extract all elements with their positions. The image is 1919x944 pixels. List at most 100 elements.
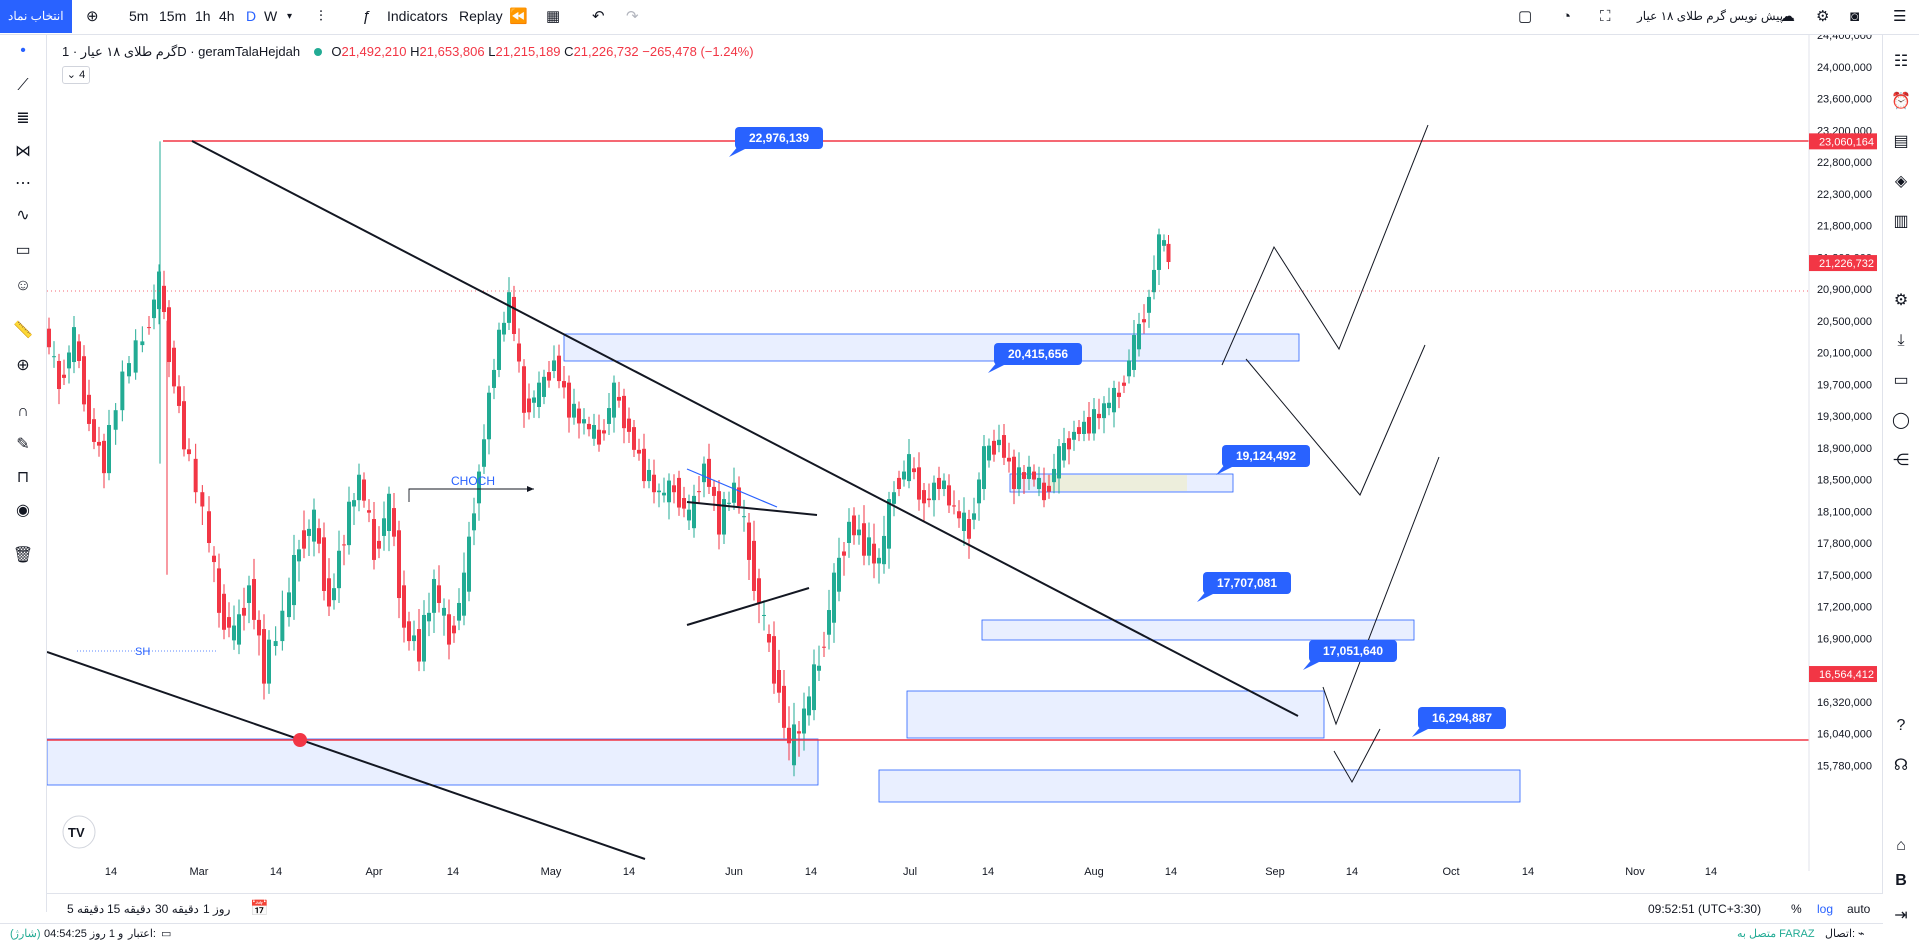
candle-body (602, 430, 606, 434)
candle-body (827, 610, 831, 635)
share-icon[interactable]: ⋲ (1893, 452, 1909, 469)
download-icon[interactable]: ⤓ (1897, 332, 1905, 349)
symbol-search-button[interactable]: انتخاب نماد (0, 0, 72, 33)
drawing-mode-icon[interactable]: ✎ (16, 436, 30, 453)
tv-logo[interactable]: TV (62, 815, 96, 849)
time-axis[interactable]: 14 Mar 14 Apr 14 May 14 Jun 14 Jul 14 Aug 14 Sep 14 Oct… (105, 866, 1717, 878)
interval-5m[interactable]: 5m (129, 8, 149, 24)
candle-body (140, 341, 145, 346)
card-icon[interactable]: ▭ (1893, 372, 1909, 389)
user-icon[interactable]: ◯ (1892, 412, 1910, 429)
range-1d[interactable]: 1 روز (203, 902, 231, 916)
menu-icon[interactable]: ☰ (1893, 8, 1907, 25)
candle-body (777, 670, 781, 693)
level-tag[interactable] (1418, 707, 1506, 729)
add-symbol-icon[interactable]: ⊕ (86, 8, 99, 25)
price-tick-label: 24,400,000 (1817, 35, 1872, 42)
zoom-in-icon[interactable]: ⊕ (16, 357, 30, 374)
chevron-down-icon[interactable]: ▾ (287, 11, 293, 22)
layout-grid-icon[interactable]: ▦ (546, 8, 561, 25)
text-note-icon[interactable]: ▭ (15, 242, 31, 259)
level-tag[interactable] (994, 343, 1082, 365)
camera-icon[interactable]: ◙ (1850, 8, 1860, 25)
price-axis[interactable]: 24,400,00024,000,00023,600,00023,200,000… (1808, 30, 1877, 871)
clock[interactable]: 09:52:51 (UTC+3:30) (1648, 902, 1762, 916)
trend-line-icon[interactable]: ⟋ (17, 77, 29, 94)
crosshair-icon[interactable]: • (20, 42, 26, 59)
percent-toggle[interactable]: % (1791, 902, 1802, 916)
broker-icon[interactable]: B (1895, 872, 1907, 889)
cloud-save-icon[interactable]: ☁ (1780, 8, 1795, 25)
candle-body (377, 540, 381, 549)
candle-body (662, 492, 666, 496)
level-tag[interactable] (1309, 640, 1397, 662)
date-range-icon[interactable]: 📅 (250, 900, 269, 917)
undo-icon[interactable]: ↶ (592, 8, 605, 25)
fullscreen-icon[interactable]: ⛶ (1600, 8, 1611, 25)
alarm-icon[interactable]: ⏰ (1891, 93, 1911, 110)
price-chart[interactable]: 22,976,139 20,415,656 19,124,492 17,707,081… (46, 30, 1883, 893)
quick-search-icon[interactable]: ◔ (1562, 8, 1572, 25)
settings-icon[interactable]: ⚙ (1816, 8, 1830, 25)
level-tag[interactable] (735, 127, 823, 149)
interval-1h[interactable]: 1h (195, 8, 211, 24)
zone-16-2m (878, 769, 1521, 803)
help-icon[interactable]: ? (1896, 717, 1906, 734)
candle-body (762, 614, 766, 616)
trash-icon[interactable]: 🗑 (12, 547, 34, 564)
price-label-box (1809, 666, 1877, 683)
indicators-collapse-button[interactable]: ⌄ 4 (62, 66, 90, 84)
range-30m[interactable]: 30 دقیقه (155, 902, 199, 916)
home-icon[interactable]: ⌂ (1896, 837, 1906, 854)
layout-single-icon[interactable]: ▢ (1518, 8, 1533, 25)
market-status-icon (313, 48, 322, 56)
level-tag-pointer (988, 361, 1008, 373)
chart-area[interactable]: 22,976,139 20,415,656 19,124,492 17,707,081… (46, 30, 1883, 893)
magnet-icon[interactable]: ∩ (17, 403, 29, 420)
auto-toggle[interactable]: auto (1847, 902, 1871, 916)
level-tag[interactable] (1222, 445, 1310, 467)
indicators-icon[interactable]: ƒ (362, 8, 371, 25)
range-5m[interactable]: 5 دقیقه (67, 902, 105, 916)
candle-body (962, 512, 966, 532)
news-icon[interactable]: ▥ (1893, 213, 1909, 230)
notes-icon[interactable]: ▤ (1893, 133, 1909, 150)
interval-15m[interactable]: 15m (159, 8, 187, 24)
watchlist-icon[interactable]: ☷ (1893, 53, 1909, 70)
fib-retracement-icon[interactable]: ≣ (16, 110, 30, 127)
candle-body (872, 543, 876, 564)
pattern-icon[interactable]: ⋈ (15, 143, 31, 160)
chart-type-icon[interactable]: ⫶ (319, 8, 323, 25)
eye-icon[interactable]: ◉ (16, 502, 30, 519)
redo-icon[interactable]: ↷ (626, 8, 639, 25)
logout-icon[interactable]: ⇥ (1894, 907, 1908, 924)
candle-body (612, 382, 616, 418)
interval-4h[interactable]: 4h (219, 8, 235, 24)
symbol-title[interactable]: گرم طلای ۱۸ عیار · 1D · geramTalaHejdah (62, 44, 301, 59)
emoji-icon[interactable]: ☺ (14, 277, 32, 294)
support-icon[interactable]: ☊ (1893, 757, 1909, 774)
idea-title[interactable]: پیش نویس گرم طلای ۱۸ عیار (1637, 9, 1784, 23)
interval-w[interactable]: W (264, 8, 278, 24)
forecast-icon[interactable]: ⋯ (15, 175, 31, 192)
replay-rewind-icon[interactable]: ⏪ (509, 8, 528, 25)
settings-icon[interactable]: ⚙ (1893, 292, 1909, 309)
log-toggle[interactable]: log (1817, 902, 1834, 916)
connection-icon: ⌁ (1858, 928, 1865, 940)
candle-body (152, 299, 156, 319)
ruler-icon[interactable]: 📏 (13, 322, 33, 339)
candle-body (587, 423, 591, 430)
layers-icon[interactable]: ◈ (1894, 173, 1908, 190)
indicators-button[interactable]: Indicators (387, 8, 448, 24)
replay-button[interactable]: Replay (459, 8, 503, 24)
range-15m[interactable]: 15 دقیقه (107, 902, 151, 916)
interval-d[interactable]: D (246, 8, 257, 24)
level-tag-pointer (1197, 590, 1217, 602)
candle-body (912, 468, 916, 473)
candle-body (937, 477, 941, 490)
candle-body (387, 493, 391, 532)
level-tag[interactable] (1203, 572, 1291, 594)
brush-icon[interactable]: ∿ (16, 207, 30, 224)
lock-icon[interactable]: ⊓ (16, 469, 30, 486)
pivot-marker[interactable] (293, 733, 307, 747)
